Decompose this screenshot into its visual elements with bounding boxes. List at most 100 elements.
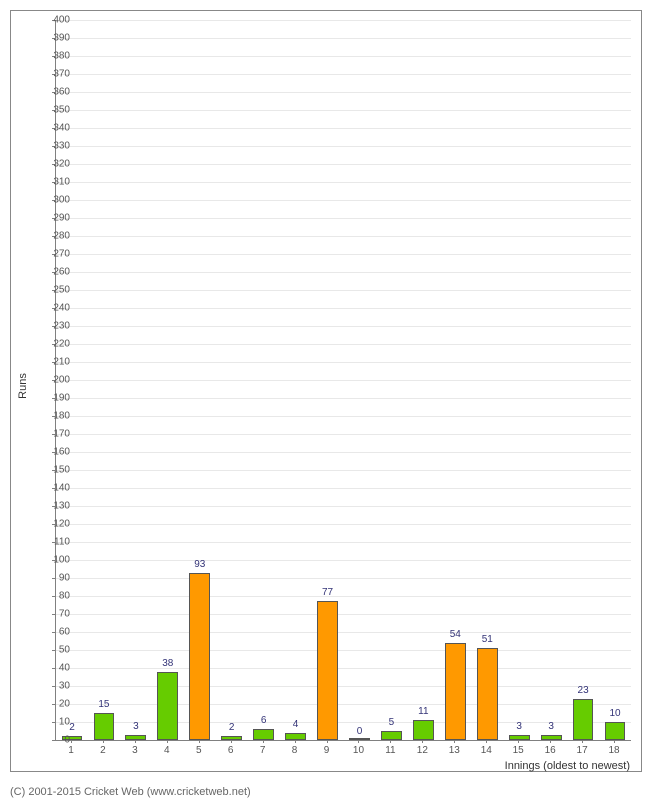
y-tick-label: 180	[40, 411, 70, 422]
bar-value-label: 51	[482, 634, 493, 645]
bar	[381, 731, 402, 740]
y-tick-label: 40	[40, 663, 70, 674]
x-tick-label: 12	[417, 745, 428, 756]
x-tick	[582, 740, 583, 743]
bar	[94, 713, 115, 740]
bar-value-label: 11	[418, 706, 428, 717]
bar	[221, 736, 242, 740]
bar	[541, 735, 562, 740]
x-tick-label: 8	[292, 745, 298, 756]
gridline	[56, 308, 631, 309]
x-tick	[263, 740, 264, 743]
gridline	[56, 344, 631, 345]
gridline	[56, 110, 631, 111]
x-tick-label: 1	[68, 745, 74, 756]
bar-value-label: 15	[98, 699, 109, 710]
x-tick-label: 4	[164, 745, 170, 756]
y-axis-label: Runs	[17, 373, 29, 399]
gridline	[56, 326, 631, 327]
bar-value-label: 5	[389, 717, 395, 728]
bar	[413, 720, 434, 740]
x-tick	[71, 740, 72, 743]
x-tick	[422, 740, 423, 743]
y-tick-label: 170	[40, 429, 70, 440]
y-tick-label: 280	[40, 231, 70, 242]
copyright-text: (C) 2001-2015 Cricket Web (www.cricketwe…	[10, 786, 251, 798]
y-tick-label: 110	[40, 537, 70, 548]
y-tick-label: 270	[40, 249, 70, 260]
gridline	[56, 272, 631, 273]
bar-value-label: 2	[229, 722, 235, 733]
bar-value-label: 4	[293, 719, 299, 730]
bar-value-label: 6	[261, 715, 267, 726]
x-tick	[358, 740, 359, 743]
gridline	[56, 722, 631, 723]
gridline	[56, 362, 631, 363]
x-tick-label: 9	[324, 745, 330, 756]
gridline	[56, 182, 631, 183]
gridline	[56, 524, 631, 525]
bar	[285, 733, 306, 740]
gridline	[56, 632, 631, 633]
y-tick-label: 380	[40, 51, 70, 62]
bar	[189, 573, 210, 740]
gridline	[56, 596, 631, 597]
gridline	[56, 398, 631, 399]
y-tick-label: 290	[40, 213, 70, 224]
y-tick-label: 400	[40, 15, 70, 26]
y-tick-label: 300	[40, 195, 70, 206]
gridline	[56, 650, 631, 651]
bar	[253, 729, 274, 740]
y-tick-label: 260	[40, 267, 70, 278]
bar	[605, 722, 626, 740]
y-tick-label: 70	[40, 609, 70, 620]
bar-value-label: 54	[450, 629, 461, 640]
y-tick-label: 220	[40, 339, 70, 350]
gridline	[56, 470, 631, 471]
x-tick-label: 2	[100, 745, 106, 756]
y-tick-label: 10	[40, 717, 70, 728]
gridline	[56, 38, 631, 39]
y-tick-label: 240	[40, 303, 70, 314]
y-tick-label: 160	[40, 447, 70, 458]
gridline	[56, 614, 631, 615]
x-tick-label: 11	[385, 745, 395, 756]
bar	[509, 735, 530, 740]
y-tick-label: 200	[40, 375, 70, 386]
gridline	[56, 560, 631, 561]
x-tick	[390, 740, 391, 743]
bar	[445, 643, 466, 740]
gridline	[56, 416, 631, 417]
y-tick-label: 370	[40, 69, 70, 80]
y-tick-label: 190	[40, 393, 70, 404]
x-tick-label: 6	[228, 745, 234, 756]
gridline	[56, 686, 631, 687]
y-tick-label: 0	[40, 735, 70, 746]
x-tick	[103, 740, 104, 743]
x-tick-label: 3	[132, 745, 138, 756]
y-tick-label: 50	[40, 645, 70, 656]
bar-value-label: 77	[322, 587, 333, 598]
x-tick	[454, 740, 455, 743]
x-tick-label: 17	[577, 745, 588, 756]
gridline	[56, 506, 631, 507]
y-tick-label: 360	[40, 87, 70, 98]
y-tick-label: 310	[40, 177, 70, 188]
y-tick-label: 390	[40, 33, 70, 44]
bar-value-label: 3	[548, 721, 554, 732]
bar-value-label: 3	[133, 721, 139, 732]
y-tick-label: 210	[40, 357, 70, 368]
x-tick-label: 14	[481, 745, 492, 756]
y-tick-label: 20	[40, 699, 70, 710]
x-tick	[518, 740, 519, 743]
gridline	[56, 488, 631, 489]
x-tick-label: 15	[513, 745, 524, 756]
gridline	[56, 704, 631, 705]
x-tick	[327, 740, 328, 743]
y-tick-label: 120	[40, 519, 70, 530]
x-tick-label: 18	[608, 745, 619, 756]
x-tick	[135, 740, 136, 743]
x-tick-label: 7	[260, 745, 266, 756]
gridline	[56, 164, 631, 165]
y-tick-label: 330	[40, 141, 70, 152]
